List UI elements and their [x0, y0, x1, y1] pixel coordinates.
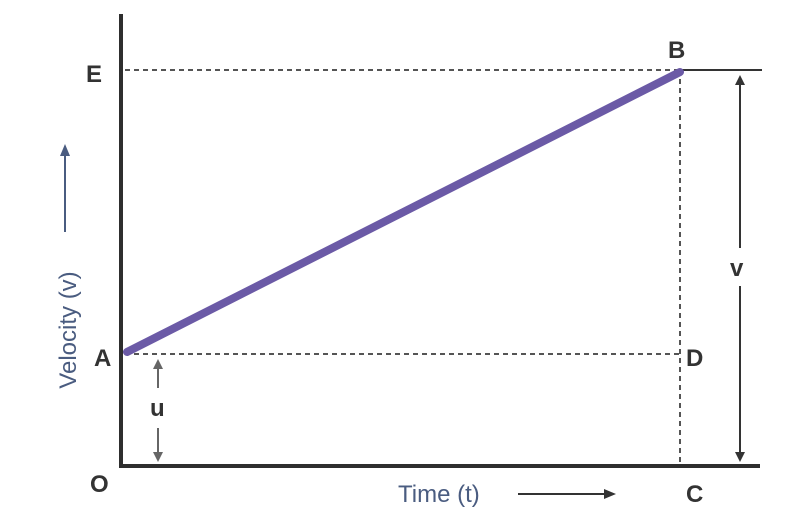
label-u: u: [150, 395, 165, 422]
y-axis-title: Velocity (v): [55, 271, 82, 388]
velocity-graph-line: [123, 68, 684, 356]
label-D: D: [686, 345, 703, 372]
label-A: A: [94, 345, 111, 372]
label-E: E: [86, 61, 102, 88]
label-O: O: [90, 471, 109, 498]
label-C: C: [686, 481, 703, 508]
label-B: B: [668, 37, 685, 64]
label-v: v: [730, 255, 744, 282]
x-axis-title: Time (t): [398, 481, 480, 508]
